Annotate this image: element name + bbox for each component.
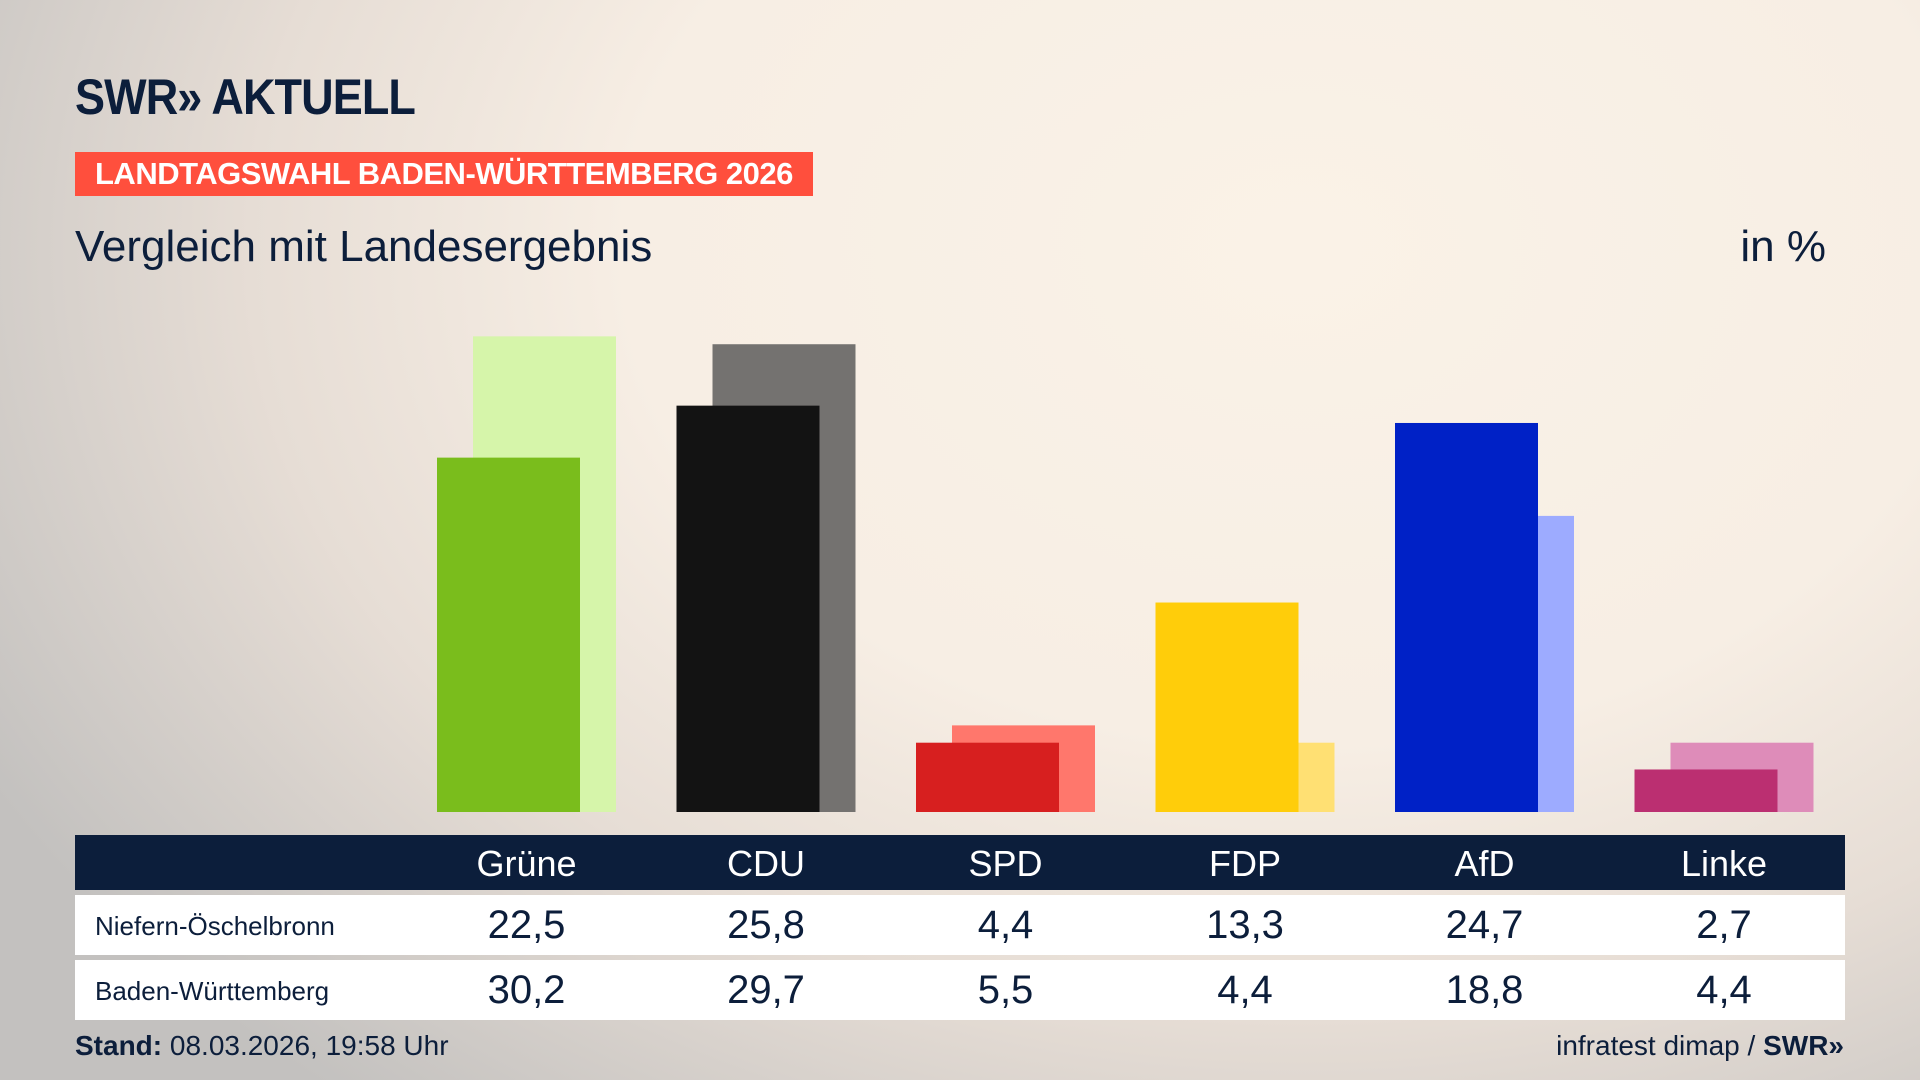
value-cell: 13,3 [1206, 903, 1284, 947]
bar-chart [437, 336, 1814, 812]
local-bar-grüne [437, 457, 580, 812]
unit-label: in % [1740, 222, 1826, 271]
value-cell: 4,4 [977, 903, 1034, 947]
value-cell: 4,4 [1217, 968, 1273, 1012]
swr-aktuell-logo: SWR» AKTUELL [75, 69, 416, 125]
timestamp: Stand: 08.03.2026, 19:58 Uhr [75, 1030, 449, 1062]
value-cell: 30,2 [487, 968, 566, 1012]
value-cell: 25,8 [727, 903, 805, 947]
party-label: CDU [727, 843, 805, 884]
party-label: SPD [968, 843, 1043, 884]
value-cell: 4,4 [1696, 968, 1752, 1012]
party-label: AfD [1454, 843, 1515, 884]
swr-logo: SWR» [1763, 1030, 1844, 1061]
local-bar-afd [1395, 422, 1538, 812]
value-cell: 18,8 [1445, 968, 1524, 1012]
local-bar-spd [916, 742, 1059, 812]
election-banner: LANDTAGSWAHL BADEN-WÜRTTEMBERG 2026 [75, 152, 813, 196]
source-text: infratest dimap / [1556, 1030, 1764, 1061]
value-cell: 2,7 [1696, 903, 1752, 947]
party-label: Grüne [476, 843, 577, 884]
stand-value: 08.03.2026, 19:58 Uhr [169, 1030, 449, 1061]
party-label: Linke [1680, 843, 1768, 884]
table-row: Niefern-Öschelbronn 22,5 25,8 4,4 13,3 24,7 2,… [75, 895, 1845, 955]
results-table: Grüne CDU SPD FDP AfD Linke Niefern-Öschelbro… [75, 835, 1845, 1020]
local-bar-fdp [1155, 602, 1299, 812]
party-label: FDP [1209, 843, 1281, 884]
table-header: Grüne CDU SPD FDP AfD Linke [75, 835, 1845, 890]
row-label: Niefern-Öschelbronn [95, 911, 335, 941]
local-bar-linke [1634, 769, 1778, 812]
value-cell: 5,5 [977, 968, 1034, 1012]
value-cell: 24,7 [1445, 903, 1524, 947]
local-bar-cdu [676, 405, 820, 812]
stand-label: Stand: [75, 1030, 163, 1061]
value-cell: 22,5 [487, 903, 566, 947]
chart-title: Vergleich mit Landesergebnis [75, 222, 653, 271]
source: infratest dimap / SWR» [1556, 1030, 1844, 1062]
row-label: Baden-Württemberg [95, 976, 330, 1006]
value-cell: 29,7 [727, 968, 805, 1012]
table-row: Baden-Württemberg 30,2 29,7 5,5 4,4 18,8 4,4 [75, 960, 1845, 1020]
